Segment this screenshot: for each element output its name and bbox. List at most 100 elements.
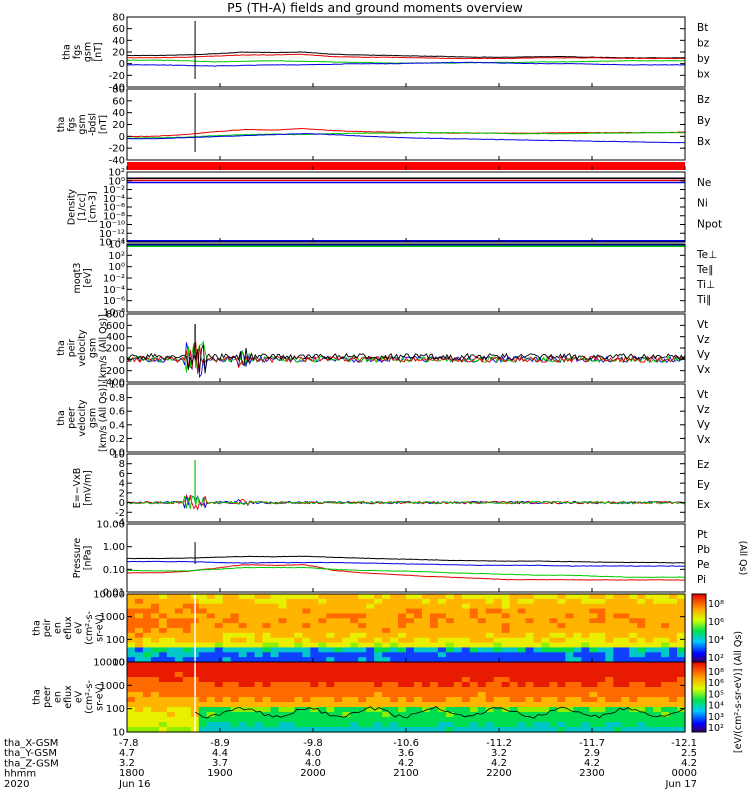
heatmap-cell [270, 647, 280, 653]
heatmap-cell [461, 647, 471, 653]
heatmap-cell [206, 697, 216, 703]
heatmap-cell [581, 628, 590, 634]
heatmap-cell [150, 608, 160, 615]
panel-frame [126, 313, 686, 383]
heatmap-cell [390, 652, 399, 658]
heatmap-cell [645, 603, 654, 610]
x-tick-label: 3.2 [119, 758, 135, 769]
heatmap-cell [629, 657, 638, 663]
heatmap-cell [310, 702, 319, 708]
heatmap-cell [398, 712, 407, 718]
heatmap-cell [318, 687, 327, 693]
heatmap-cell [382, 603, 391, 610]
heatmap-cell [278, 677, 288, 683]
heatmap-cell [270, 677, 280, 683]
heatmap-cell [374, 672, 383, 678]
heatmap-cell [222, 687, 232, 693]
heatmap-cell [166, 598, 176, 605]
panel-peer-eflux [127, 662, 686, 733]
heatmap-cell [286, 632, 295, 639]
heatmap-cell [254, 677, 264, 683]
heatmap-cell [302, 647, 311, 653]
heatmap-cell [637, 598, 646, 605]
heatmap-cell [134, 637, 144, 644]
heatmap-cell [653, 637, 662, 644]
heatmap-cell [461, 707, 471, 713]
heatmap-cell [390, 697, 399, 703]
heatmap-cell [485, 672, 495, 678]
x-row-label: tha_X-GSM [4, 738, 58, 749]
heatmap-cell [437, 697, 447, 703]
heatmap-cell [142, 603, 152, 610]
heatmap-cell [294, 657, 303, 663]
heatmap-cell [158, 667, 168, 673]
legend-Bz: Bz [697, 94, 710, 106]
heatmap-cell [493, 613, 503, 619]
heatmap-cell [142, 717, 152, 723]
heatmap-cell [437, 662, 447, 668]
heatmap-cell [406, 608, 415, 615]
heatmap-cell [302, 613, 311, 619]
heatmap-cell [302, 722, 311, 728]
heatmap-cell [182, 613, 192, 619]
heatmap-cell [453, 707, 463, 713]
heatmap-cell [453, 667, 463, 673]
y-axis-label: tha [61, 44, 72, 60]
heatmap-cell [206, 727, 216, 733]
heatmap-cell [549, 712, 559, 718]
heatmap-cell [286, 662, 295, 668]
heatmap-cell [565, 637, 574, 644]
heatmap-cell [629, 637, 638, 644]
y-tick-label: 20 [112, 48, 125, 59]
heatmap-cell [198, 652, 208, 658]
heatmap-cell [621, 697, 630, 703]
heatmap-cell [382, 613, 391, 619]
heatmap-cell [374, 717, 383, 723]
heatmap-cell [382, 594, 391, 600]
heatmap-cell [326, 613, 335, 619]
heatmap-cell [174, 672, 184, 678]
heatmap-cell [334, 652, 343, 658]
heatmap-cell [310, 623, 319, 629]
y-tick-label: 80 [112, 13, 125, 24]
heatmap-cell [461, 677, 471, 683]
heatmap-cell [445, 667, 455, 673]
heatmap-cell [477, 692, 487, 698]
heatmap-cell [390, 637, 399, 644]
heatmap-cell [142, 637, 152, 644]
heatmap-cell [142, 613, 152, 619]
heatmap-cell [525, 677, 535, 683]
heatmap-cell [398, 632, 407, 639]
heatmap-cell [127, 667, 136, 673]
heatmap-cell [150, 628, 160, 634]
heatmap-cell [613, 667, 622, 673]
heatmap-cell [342, 692, 351, 698]
y-axis-label: velocity [77, 399, 88, 437]
heatmap-cell [254, 682, 264, 688]
heatmap-cell [589, 712, 598, 718]
heatmap-cell [158, 677, 168, 683]
heatmap-cell [541, 672, 551, 678]
panel-temperature [127, 244, 685, 247]
heatmap-cell [127, 647, 136, 653]
heatmap-cell [653, 603, 662, 610]
heatmap-cell [509, 707, 519, 713]
heatmap-cell [358, 637, 367, 644]
heatmap-cell [286, 717, 295, 723]
heatmap-cell [342, 667, 351, 673]
heatmap-cell [318, 657, 327, 663]
heatmap-cell [406, 692, 415, 698]
y-axis-label: gsm [77, 114, 88, 134]
panel-frame [126, 243, 686, 313]
heatmap-cell [222, 717, 232, 723]
heatmap-cell [597, 717, 606, 723]
heatmap-cell [501, 697, 511, 703]
heatmap-cell [621, 637, 630, 644]
heatmap-cell [453, 603, 463, 610]
heatmap-cell [166, 707, 176, 713]
heatmap-cell [485, 717, 495, 723]
heatmap-cell [318, 712, 327, 718]
legend-Vx: Vx [697, 434, 710, 446]
heatmap-cell [509, 637, 519, 644]
heatmap-cell [637, 687, 646, 693]
